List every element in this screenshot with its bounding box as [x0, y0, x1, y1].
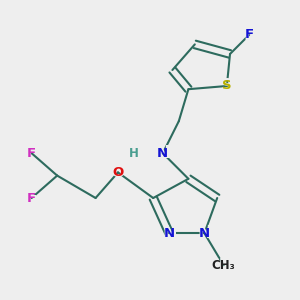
Text: F: F [26, 144, 38, 162]
Text: F: F [243, 26, 255, 44]
Text: F: F [245, 28, 254, 41]
Text: O: O [111, 164, 125, 181]
Text: S: S [222, 80, 232, 92]
Text: F: F [27, 191, 36, 205]
Text: N: N [155, 144, 170, 162]
Text: H: H [127, 146, 141, 161]
Text: H: H [129, 147, 139, 160]
Text: N: N [164, 227, 175, 240]
Text: F: F [27, 147, 36, 160]
Text: N: N [162, 224, 176, 242]
Text: CH₃: CH₃ [212, 259, 236, 272]
Text: N: N [157, 147, 168, 160]
Text: CH₃: CH₃ [208, 258, 240, 273]
Text: F: F [26, 189, 38, 207]
Text: S: S [220, 77, 233, 95]
Text: N: N [197, 224, 212, 242]
Text: N: N [199, 227, 210, 240]
Text: O: O [112, 166, 124, 179]
